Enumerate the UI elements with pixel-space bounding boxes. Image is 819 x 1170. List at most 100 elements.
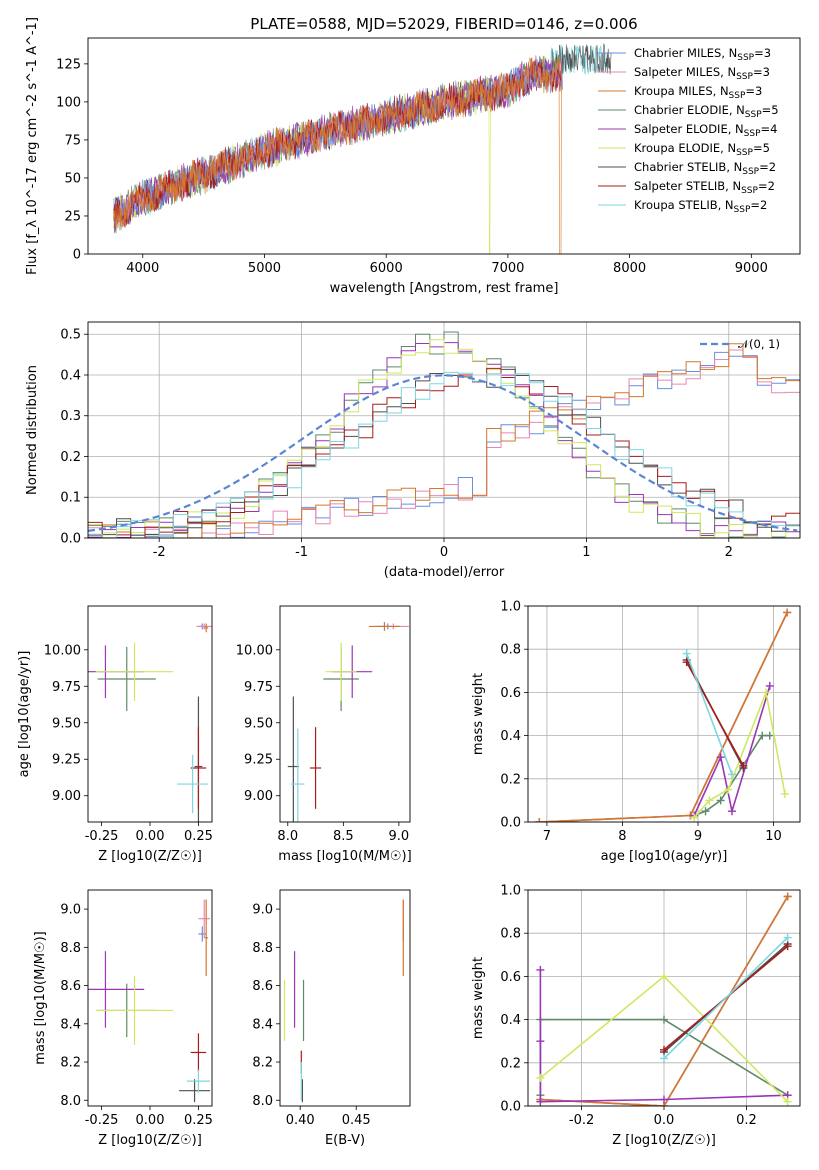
axes-decoration: -2 -1 0 1 2 0.0 0.1 0.2 0.3 0.4 0.5 (data-model)/er… xyxy=(25,321,801,580)
weight-marker-3 xyxy=(765,731,774,740)
y-tick-label: 0.2 xyxy=(500,772,521,787)
x-tick-label: -0.25 xyxy=(85,829,119,844)
legend-subscript: SSP xyxy=(737,53,754,63)
panel-age_vs_mass: 8.0 8.5 9.0 9.00 9.25 9.50 9.75 10.00 mass [log1… xyxy=(236,605,412,864)
panel-weight_vs_age: 7 8 9 10 0.0 0.2 0.4 0.6 0.8 1.0 age [log10(age/yr… xyxy=(471,600,801,864)
weight-line-0 xyxy=(539,612,788,822)
weight-marker-7 xyxy=(660,1045,668,1054)
y-tick-label: 9.00 xyxy=(52,789,81,804)
weight-marker-8 xyxy=(660,1054,668,1063)
legend-label: Chabrier STELIB, NSSP=2 xyxy=(634,160,776,177)
panel-mass_vs_EBV: 0.40 0.45 8.0 8.2 8.4 8.6 8.8 9.0 E(B-V) xyxy=(252,889,411,1148)
weight-marker-5 xyxy=(762,688,770,697)
axes-frame xyxy=(279,889,411,1107)
spectrum-legend: Chabrier MILES, NSSP=3 Salpeter MILES, NS… xyxy=(598,46,779,215)
weight-line-8 xyxy=(663,936,789,1060)
y-tick-label: 0.0 xyxy=(500,816,521,831)
x-tick-label: 0 xyxy=(440,545,448,560)
hist-step-1 xyxy=(88,349,800,538)
weight-marker-8 xyxy=(783,933,792,942)
x-tick-label: 9 xyxy=(694,829,702,844)
x-tick-label: 10 xyxy=(765,829,782,844)
y-tick-label: 8.0 xyxy=(252,1094,273,1109)
y-tick-label: 9.00 xyxy=(244,789,273,804)
axes-decoration: 7 8 9 10 0.0 0.2 0.4 0.6 0.8 1.0 age [log10(age/yr… xyxy=(471,600,801,864)
plot-area xyxy=(287,622,409,822)
y-tick-label: 0.4 xyxy=(60,368,81,383)
normal-curve xyxy=(88,374,798,532)
y-tick-label: 9.25 xyxy=(52,753,81,768)
axes-decoration: 8.0 8.5 9.0 9.00 9.25 9.50 9.75 10.00 mass [log1… xyxy=(236,605,412,864)
legend-nssp: =2 xyxy=(759,160,776,174)
weight-marker-4 xyxy=(536,965,545,974)
normal-legend-label: 𝒩(0, 1) xyxy=(738,337,780,351)
panel-residuals: -2 -1 0 1 2 0.0 0.1 0.2 0.3 0.4 0.5 (data-model)/er… xyxy=(25,321,801,580)
y-tick-label: 0.8 xyxy=(500,927,521,942)
axes-frame xyxy=(87,37,801,255)
weight-marker-2 xyxy=(783,892,792,901)
weight-line-8 xyxy=(685,653,733,775)
x-tick-label: 2 xyxy=(725,545,733,560)
y-tick-label: 0.3 xyxy=(60,409,81,424)
y-tick-label: 8.0 xyxy=(60,1094,81,1109)
plot-area xyxy=(283,899,404,1103)
y-tick-label: 75 xyxy=(64,133,81,148)
y-tick-label: 8.8 xyxy=(252,941,273,956)
plot-area xyxy=(113,43,612,254)
y-tick-label: 10.00 xyxy=(236,643,273,658)
weight-marker-5 xyxy=(690,813,699,822)
weight-marker-5 xyxy=(724,785,733,794)
legend-label: Kroupa ELODIE, NSSP=5 xyxy=(634,141,770,158)
legend-nssp: =3 xyxy=(753,65,770,79)
y-tick-label: 0.4 xyxy=(500,729,521,744)
y-tick-label: 1.0 xyxy=(500,884,521,899)
weight-marker-5 xyxy=(660,972,668,981)
y-tick-label: 8.2 xyxy=(252,1056,273,1071)
x-axis-label: Z [log10(Z/Z☉)] xyxy=(612,1133,716,1148)
weight-marker-8 xyxy=(682,649,691,658)
x-tick-label: 8.5 xyxy=(333,829,354,844)
legend-nssp: =3 xyxy=(754,46,771,60)
legend-subscript: SSP xyxy=(745,110,762,120)
weight-marker-3 xyxy=(758,731,767,740)
axes-decoration: 4000 5000 6000 7000 8000 9000 0 25 50 75 100 125 wav… xyxy=(25,17,801,296)
legend-label: Chabrier MILES, NSSP=3 xyxy=(634,46,771,63)
panel-weight_vs_Z: -0.2 0.0 0.2 0.0 0.2 0.4 0.6 0.8 1.0 Z [log10(Z/Z… xyxy=(471,884,801,1148)
legend-nssp: =5 xyxy=(762,103,779,117)
weight-marker-3 xyxy=(660,1015,668,1024)
x-tick-label: -0.2 xyxy=(569,1113,594,1128)
x-tick-label: 0.45 xyxy=(342,1113,371,1128)
plot-area xyxy=(535,608,792,822)
weight-marker-8 xyxy=(728,770,736,779)
x-axis-label: E(B-V) xyxy=(325,1133,365,1148)
plot-area xyxy=(88,623,212,822)
y-tick-label: 8.2 xyxy=(60,1056,81,1071)
x-tick-label: -2 xyxy=(153,545,166,560)
x-tick-label: 8 xyxy=(618,829,626,844)
figure-title: PLATE=0588, MJD=52029, FIBERID=0146, z=0… xyxy=(250,15,637,33)
y-tick-label: 8.4 xyxy=(60,1017,81,1032)
legend-nssp: =5 xyxy=(753,141,770,155)
weight-marker-4 xyxy=(716,753,725,762)
x-tick-label: 0.2 xyxy=(736,1113,757,1128)
y-tick-label: 8.4 xyxy=(252,1017,273,1032)
x-tick-label: 6000 xyxy=(370,261,403,276)
weight-line-4 xyxy=(693,685,771,816)
y-axis-label: Flux [f_λ 10^-17 erg cm^-2 s^-1 A^-1] xyxy=(25,17,40,275)
weight-marker-2 xyxy=(783,608,792,617)
y-tick-label: 8.8 xyxy=(60,941,81,956)
x-tick-label: 9.0 xyxy=(389,829,410,844)
y-tick-label: 9.0 xyxy=(252,903,273,918)
x-tick-label: 1 xyxy=(582,545,590,560)
y-tick-label: 0.6 xyxy=(500,970,521,985)
x-tick-label: 7000 xyxy=(491,261,524,276)
panel-mass_vs_Z: -0.25 0.00 0.25 8.0 8.2 8.4 8.6 8.8 9.0 Z [log10(… xyxy=(33,889,213,1148)
y-axis-label: age [log10(age/yr)] xyxy=(17,651,32,778)
y-tick-label: 100 xyxy=(56,95,81,110)
legend-label: Kroupa STELIB, NSSP=2 xyxy=(634,198,767,215)
y-axis-label: mass [log10(M/M☉)] xyxy=(33,931,48,1064)
panel-age_vs_Z: -0.25 0.00 0.25 9.00 9.25 9.50 9.75 10.00 Z [log… xyxy=(17,605,213,864)
legend-subscript: SSP xyxy=(734,205,751,215)
legend-subscript: SSP xyxy=(736,148,753,158)
